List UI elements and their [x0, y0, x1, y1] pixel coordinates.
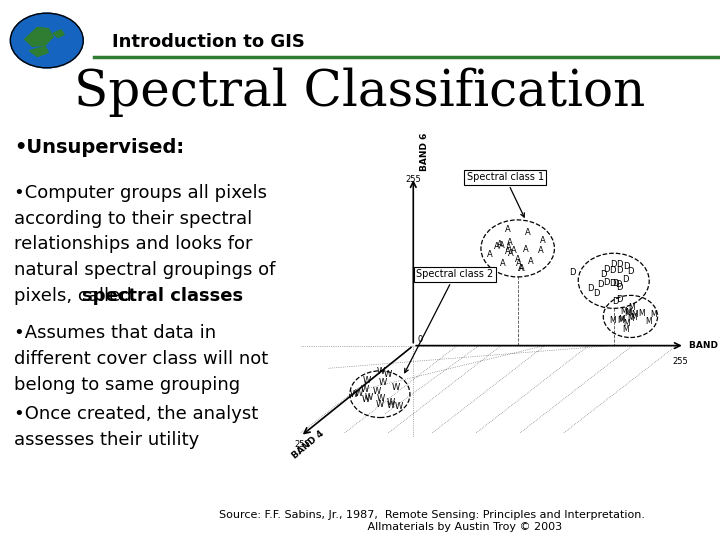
- Text: A: A: [508, 238, 513, 247]
- Text: A: A: [540, 236, 546, 245]
- Text: W: W: [392, 383, 400, 392]
- Text: D: D: [616, 280, 622, 289]
- Text: D: D: [616, 283, 623, 292]
- Text: M: M: [625, 308, 631, 318]
- Text: D: D: [569, 268, 575, 277]
- Text: pixels, called: pixels, called: [14, 287, 138, 305]
- Text: A: A: [500, 259, 506, 267]
- Text: W: W: [373, 387, 382, 396]
- Polygon shape: [53, 30, 64, 37]
- Text: •Once created, the analyst: •Once created, the analyst: [14, 405, 258, 423]
- Text: A: A: [506, 243, 512, 252]
- Text: D: D: [624, 262, 630, 271]
- Text: M: M: [618, 315, 625, 324]
- Text: W: W: [363, 376, 372, 384]
- Text: D: D: [600, 270, 606, 279]
- Text: W: W: [384, 370, 392, 379]
- Text: M: M: [639, 309, 645, 318]
- Text: A: A: [528, 256, 534, 266]
- Text: Spectral Classification: Spectral Classification: [74, 68, 646, 117]
- Text: Spectral class 2: Spectral class 2: [405, 269, 494, 373]
- Text: BAND 6: BAND 6: [420, 132, 428, 171]
- Text: A: A: [525, 228, 531, 237]
- Text: A: A: [505, 225, 511, 234]
- Polygon shape: [30, 46, 48, 57]
- Text: D: D: [609, 266, 616, 275]
- Text: W: W: [349, 390, 358, 399]
- Text: 0: 0: [418, 335, 423, 344]
- Text: assesses their utility: assesses their utility: [14, 431, 199, 449]
- Text: W: W: [387, 398, 395, 407]
- Polygon shape: [24, 28, 53, 46]
- Text: D: D: [608, 279, 615, 288]
- Text: relationships and looks for: relationships and looks for: [14, 235, 253, 253]
- Text: W: W: [362, 395, 370, 404]
- Text: A: A: [505, 247, 511, 256]
- Text: •Unsupervised:: •Unsupervised:: [14, 138, 184, 157]
- Text: according to their spectral: according to their spectral: [14, 210, 253, 227]
- Text: A: A: [511, 246, 517, 255]
- Text: D: D: [627, 267, 634, 275]
- Text: D: D: [597, 280, 603, 288]
- Text: A: A: [497, 240, 503, 249]
- Text: A: A: [518, 264, 524, 273]
- Text: W: W: [379, 378, 387, 387]
- Text: BAND 4: BAND 4: [290, 429, 325, 460]
- Text: belong to same grouping: belong to same grouping: [14, 376, 240, 394]
- Text: M: M: [627, 314, 634, 323]
- Text: A: A: [487, 249, 493, 259]
- Text: W: W: [377, 394, 385, 403]
- Text: A: A: [494, 242, 500, 251]
- Text: BAND 5: BAND 5: [689, 341, 720, 350]
- Text: W: W: [365, 393, 373, 402]
- Text: natural spectral groupings of: natural spectral groupings of: [14, 261, 276, 279]
- Text: M: M: [631, 309, 637, 319]
- Text: 255: 255: [405, 174, 421, 184]
- Text: A: A: [523, 245, 528, 254]
- Text: A: A: [538, 246, 544, 255]
- Text: M: M: [609, 316, 616, 325]
- Text: D: D: [622, 274, 629, 284]
- Text: M: M: [646, 316, 652, 326]
- Text: W: W: [387, 401, 395, 410]
- Text: Spectral class 1: Spectral class 1: [467, 172, 544, 217]
- Text: A: A: [499, 241, 505, 249]
- Text: different cover class will not: different cover class will not: [14, 350, 269, 368]
- Text: A: A: [516, 259, 521, 268]
- Text: D: D: [616, 295, 622, 303]
- Text: D: D: [593, 289, 600, 298]
- Text: Introduction to GIS: Introduction to GIS: [112, 33, 305, 51]
- Text: W: W: [377, 367, 384, 376]
- Text: M: M: [622, 325, 629, 334]
- Text: A: A: [518, 264, 524, 273]
- Text: M: M: [651, 310, 657, 319]
- Text: D: D: [616, 260, 623, 269]
- Text: D: D: [612, 297, 618, 306]
- Text: D: D: [587, 284, 593, 293]
- Text: A: A: [508, 249, 513, 258]
- Text: M: M: [624, 309, 631, 318]
- Text: W: W: [375, 400, 384, 409]
- Text: M: M: [629, 303, 635, 312]
- Text: M: M: [630, 313, 637, 322]
- Text: M: M: [621, 307, 627, 316]
- Circle shape: [10, 13, 84, 68]
- Text: 255: 255: [672, 357, 688, 366]
- Text: 255: 255: [294, 440, 310, 449]
- Text: D: D: [616, 266, 622, 275]
- Text: M: M: [617, 316, 624, 326]
- Text: •Computer groups all pixels: •Computer groups all pixels: [14, 184, 267, 201]
- Text: D: D: [612, 279, 618, 288]
- Text: Source: F.F. Sabins, Jr., 1987,  Remote Sensing: Principles and Interpretation.
: Source: F.F. Sabins, Jr., 1987, Remote S…: [219, 510, 645, 532]
- Text: •Assumes that data in: •Assumes that data in: [14, 324, 217, 342]
- Text: M: M: [623, 319, 629, 328]
- Text: W: W: [395, 402, 403, 411]
- Text: W: W: [354, 389, 363, 398]
- Text: spectral classes: spectral classes: [82, 287, 243, 305]
- Text: D: D: [610, 260, 616, 269]
- Text: D: D: [603, 278, 609, 287]
- Text: W: W: [361, 386, 369, 394]
- Text: A: A: [515, 255, 521, 264]
- Text: D: D: [603, 265, 610, 274]
